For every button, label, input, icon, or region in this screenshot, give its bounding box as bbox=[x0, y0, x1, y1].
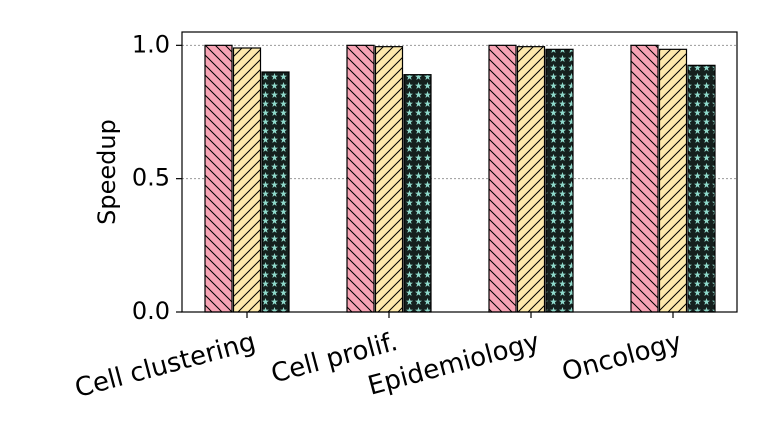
bar-hatch bbox=[204, 44, 233, 313]
bar-hatch bbox=[658, 48, 688, 313]
bar-hatch bbox=[545, 48, 574, 313]
bar-hatch bbox=[687, 64, 716, 313]
y-tick-label: 1.0 bbox=[132, 30, 170, 58]
bar-hatch bbox=[346, 44, 375, 313]
bar-hatch bbox=[261, 71, 290, 313]
plot-frame bbox=[181, 31, 738, 313]
x-tick-label: Oncology bbox=[559, 327, 685, 388]
y-axis-label: Speedup bbox=[93, 119, 121, 225]
bar-hatch bbox=[403, 74, 432, 313]
x-tick-label: Cell clustering bbox=[72, 327, 259, 404]
y-tick-label: 0.0 bbox=[132, 297, 170, 325]
bar-hatch bbox=[488, 44, 517, 313]
y-tick-label: 0.5 bbox=[132, 164, 170, 192]
bar-hatch bbox=[630, 44, 659, 313]
bar-hatch bbox=[374, 46, 404, 313]
bar-hatch bbox=[516, 46, 546, 313]
bar-hatch bbox=[232, 47, 262, 313]
